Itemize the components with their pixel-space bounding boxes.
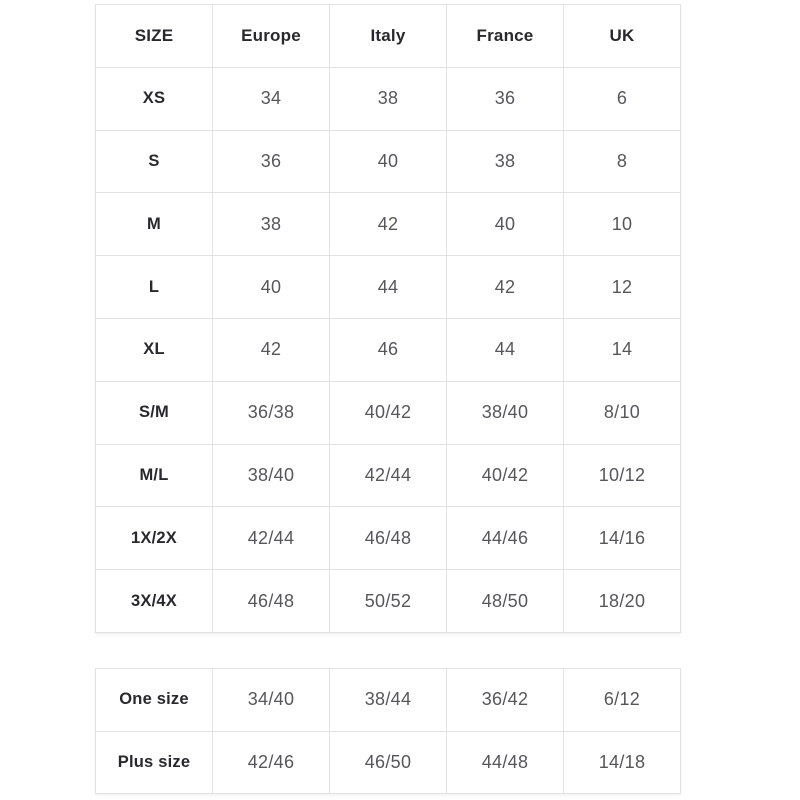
size-label: Plus size bbox=[96, 731, 213, 794]
value-cell: 50/52 bbox=[330, 570, 447, 633]
size-label: XS bbox=[96, 67, 213, 131]
value-cell: 42/44 bbox=[330, 444, 447, 508]
value-cell: 36/42 bbox=[447, 669, 564, 732]
value-cell: 34/40 bbox=[213, 669, 330, 732]
value-cell: 10 bbox=[564, 193, 681, 257]
value-cell: 46/48 bbox=[213, 570, 330, 633]
value-cell: 48/50 bbox=[447, 570, 564, 633]
value-cell: 38 bbox=[213, 193, 330, 257]
size-conversion-table: SIZE Europe Italy France UK XS 34 38 36 … bbox=[95, 4, 681, 633]
value-cell: 36 bbox=[447, 67, 564, 131]
value-cell: 44 bbox=[330, 256, 447, 319]
value-cell: 38/40 bbox=[213, 444, 330, 508]
value-cell: 44/46 bbox=[447, 507, 564, 571]
value-cell: 14/16 bbox=[564, 507, 681, 571]
column-header-uk: UK bbox=[564, 5, 681, 68]
column-header-europe: Europe bbox=[213, 5, 330, 68]
value-cell: 10/12 bbox=[564, 444, 681, 508]
value-cell: 46/48 bbox=[330, 507, 447, 571]
size-label: S bbox=[96, 130, 213, 194]
value-cell: 42/44 bbox=[213, 507, 330, 571]
value-cell: 6/12 bbox=[564, 669, 681, 732]
value-cell: 38 bbox=[447, 130, 564, 194]
value-cell: 34 bbox=[213, 67, 330, 131]
value-cell: 42 bbox=[213, 318, 330, 382]
size-label: S/M bbox=[96, 381, 213, 445]
value-cell: 38 bbox=[330, 67, 447, 131]
value-cell: 42 bbox=[330, 193, 447, 257]
size-label: One size bbox=[96, 669, 213, 732]
value-cell: 36/38 bbox=[213, 381, 330, 445]
value-cell: 40 bbox=[213, 256, 330, 319]
value-cell: 6 bbox=[564, 67, 681, 131]
column-header-france: France bbox=[447, 5, 564, 68]
value-cell: 46 bbox=[330, 318, 447, 382]
size-label: 1X/2X bbox=[96, 507, 213, 571]
value-cell: 36 bbox=[213, 130, 330, 194]
value-cell: 42/46 bbox=[213, 731, 330, 794]
value-cell: 44/48 bbox=[447, 731, 564, 794]
value-cell: 40 bbox=[330, 130, 447, 194]
value-cell: 18/20 bbox=[564, 570, 681, 633]
value-cell: 8 bbox=[564, 130, 681, 194]
value-cell: 12 bbox=[564, 256, 681, 319]
value-cell: 46/50 bbox=[330, 731, 447, 794]
value-cell: 38/40 bbox=[447, 381, 564, 445]
size-label: M bbox=[96, 193, 213, 257]
value-cell: 40 bbox=[447, 193, 564, 257]
size-label: L bbox=[96, 256, 213, 319]
value-cell: 40/42 bbox=[330, 381, 447, 445]
value-cell: 14 bbox=[564, 318, 681, 382]
size-label: M/L bbox=[96, 444, 213, 508]
value-cell: 42 bbox=[447, 256, 564, 319]
size-label: 3X/4X bbox=[96, 570, 213, 633]
column-header-size: SIZE bbox=[96, 5, 213, 68]
column-header-italy: Italy bbox=[330, 5, 447, 68]
value-cell: 38/44 bbox=[330, 669, 447, 732]
value-cell: 44 bbox=[447, 318, 564, 382]
value-cell: 8/10 bbox=[564, 381, 681, 445]
value-cell: 40/42 bbox=[447, 444, 564, 508]
value-cell: 14/18 bbox=[564, 731, 681, 794]
special-sizes-table: One size 34/40 38/44 36/42 6/12 Plus siz… bbox=[95, 668, 681, 794]
size-label: XL bbox=[96, 318, 213, 382]
